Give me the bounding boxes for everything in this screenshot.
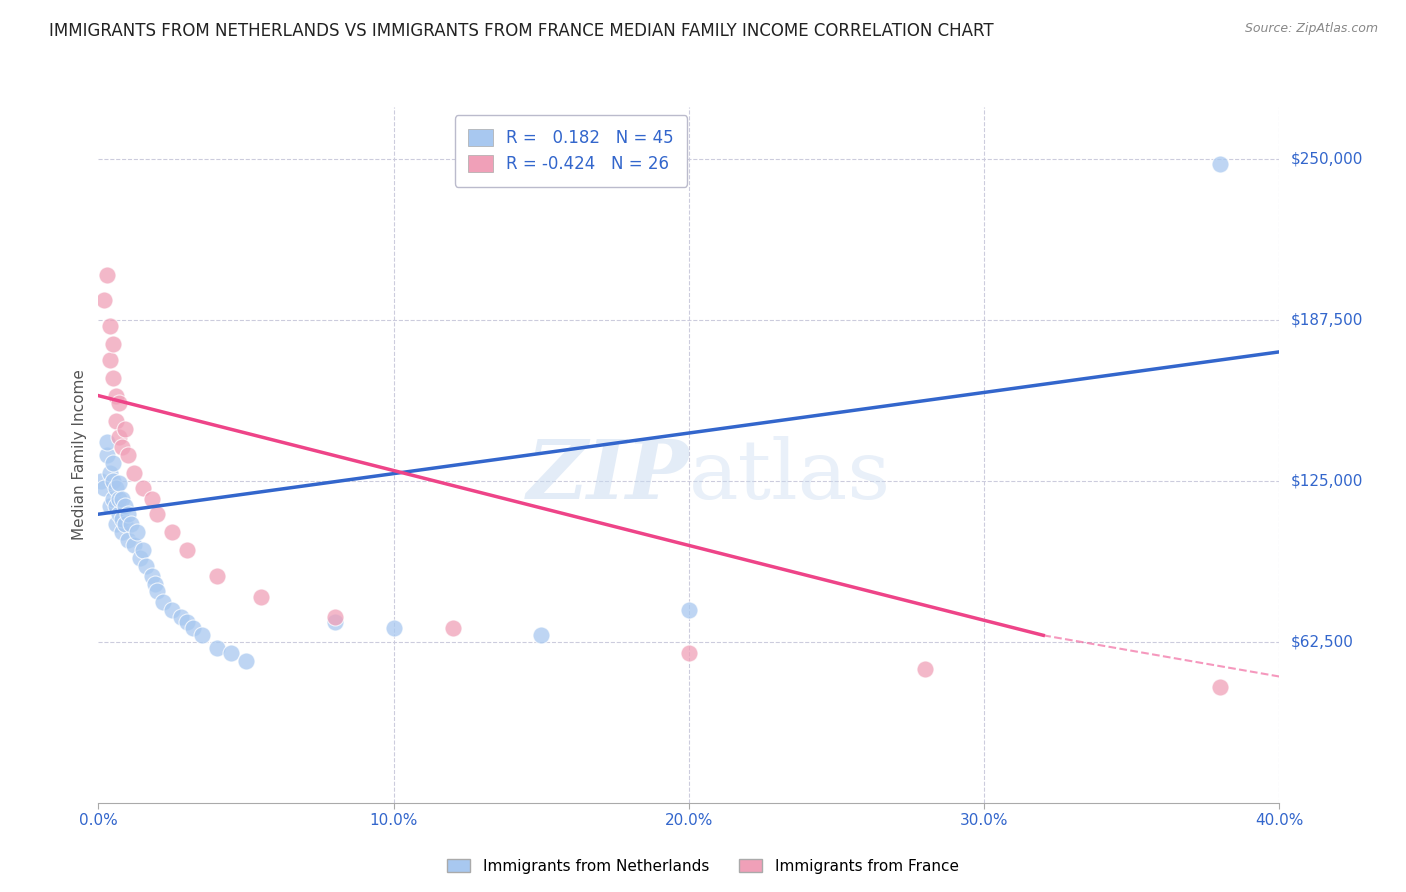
Point [120,517,142,532]
Text: $125,000: $125,000 [1291,473,1362,488]
Point [103,456,125,470]
Point [105,482,128,496]
Point [250,590,273,604]
Point [141,491,163,506]
Text: ZIP: ZIP [526,436,689,516]
Point [117,448,139,462]
Point [108,396,131,410]
Point [678,646,700,660]
Point [125,525,148,540]
Text: $250,000: $250,000 [1291,151,1362,166]
Point [1209,680,1232,694]
Point [105,414,128,428]
Point [162,602,183,616]
Point [103,370,125,384]
Point [105,389,128,403]
Text: $62,500: $62,500 [1291,634,1354,649]
Point [108,430,131,444]
Point [219,646,242,660]
Point [162,525,183,540]
Point [90,474,112,488]
Point [132,543,155,558]
Text: $187,500: $187,500 [1291,312,1362,327]
Point [205,569,228,583]
Y-axis label: Median Family Income: Median Family Income [72,369,87,541]
Point [152,595,174,609]
Point [323,615,346,630]
Point [323,610,346,624]
Point [146,584,169,599]
Point [96,268,118,282]
Text: IMMIGRANTS FROM NETHERLANDS VS IMMIGRANTS FROM FRANCE MEDIAN FAMILY INCOME CORRE: IMMIGRANTS FROM NETHERLANDS VS IMMIGRANT… [49,22,994,40]
Point [176,543,198,558]
Legend: Immigrants from Netherlands, Immigrants from France: Immigrants from Netherlands, Immigrants … [441,853,965,880]
Point [96,435,118,450]
Point [530,628,553,642]
Point [135,558,157,573]
Point [96,448,118,462]
Point [114,500,136,514]
Point [111,440,134,454]
Point [382,621,405,635]
Text: atlas: atlas [689,436,891,516]
Point [146,507,169,521]
Point [132,482,155,496]
Text: Source: ZipAtlas.com: Source: ZipAtlas.com [1244,22,1378,36]
Point [441,621,464,635]
Point [1209,157,1232,171]
Point [108,507,131,521]
Point [111,491,134,506]
Point [117,533,139,547]
Point [176,615,198,630]
Point [108,491,131,506]
Point [114,517,136,532]
Point [103,491,125,506]
Point [122,466,145,480]
Point [678,602,700,616]
Point [98,352,121,367]
Point [108,476,131,491]
Point [191,628,214,642]
Point [105,500,128,514]
Point [111,525,134,540]
Point [103,474,125,488]
Point [141,569,163,583]
Point [143,576,166,591]
Point [235,654,257,668]
Point [122,538,145,552]
Point [98,500,121,514]
Point [170,610,193,624]
Legend: R =   0.182   N = 45, R = -0.424   N = 26: R = 0.182 N = 45, R = -0.424 N = 26 [454,115,688,186]
Point [98,466,121,480]
Point [103,337,125,351]
Point [93,293,115,308]
Point [117,507,139,521]
Point [205,641,228,656]
Point [93,482,115,496]
Point [114,422,136,436]
Point [111,512,134,526]
Point [914,662,936,676]
Point [105,517,128,532]
Point [128,551,150,566]
Point [181,621,204,635]
Point [98,319,121,334]
